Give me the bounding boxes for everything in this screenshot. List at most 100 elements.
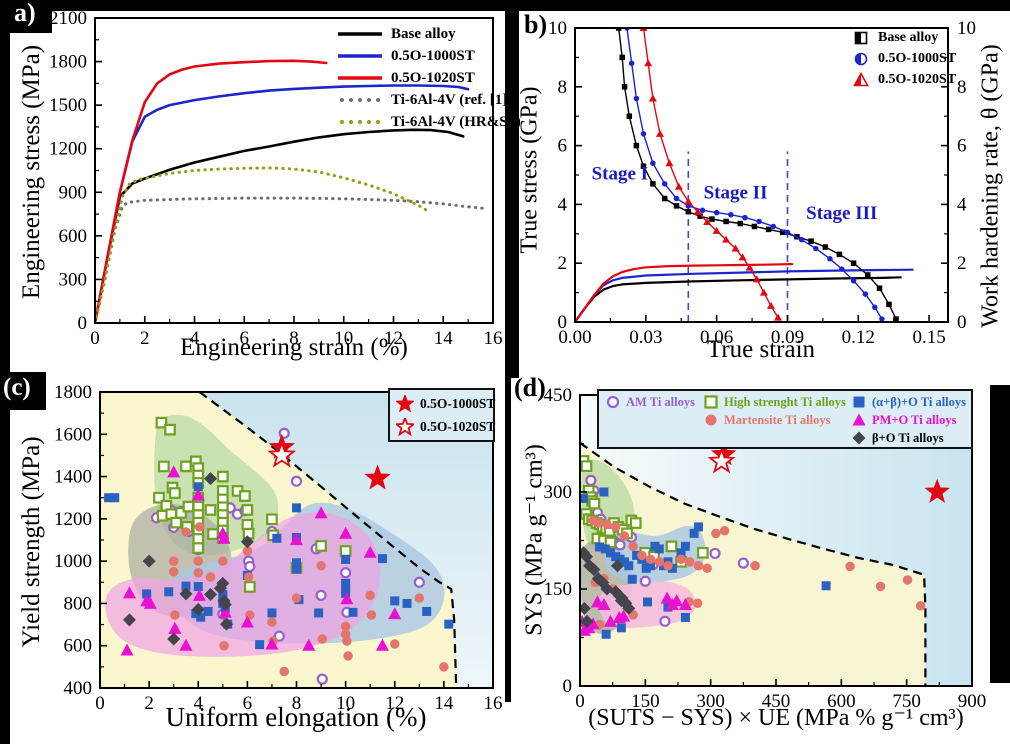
line-solid-icon bbox=[336, 28, 384, 40]
legend-item: 0.5O-1000ST bbox=[336, 45, 521, 67]
svg-text:0: 0 bbox=[558, 312, 568, 333]
panel-c-ylabel: Yield strength (MPa) bbox=[18, 436, 45, 648]
legend-label: β+O Ti alloys bbox=[872, 430, 944, 445]
legend-item: β+O Ti alloys bbox=[850, 429, 966, 447]
svg-text:Stage I: Stage I bbox=[592, 163, 648, 184]
svg-text:6: 6 bbox=[240, 328, 250, 349]
line-solid-icon bbox=[336, 72, 384, 84]
legend-item: High strenght Ti alloys bbox=[702, 393, 846, 411]
legend-item: 0.5O-1020ST bbox=[852, 69, 956, 90]
panel-d-ylabel: SYS (MPa g⁻¹ cm³) bbox=[521, 444, 548, 636]
svg-text:600: 600 bbox=[64, 636, 93, 657]
svg-text:0.06: 0.06 bbox=[700, 327, 733, 348]
svg-text:6: 6 bbox=[558, 136, 568, 157]
panel-c-label: (c) bbox=[3, 374, 31, 401]
svg-text:800: 800 bbox=[64, 593, 93, 614]
legend-label: 0.5O-1000ST bbox=[391, 47, 475, 64]
svg-text:0: 0 bbox=[90, 328, 100, 349]
circle-open-icon bbox=[604, 393, 622, 411]
svg-text:1200: 1200 bbox=[54, 509, 92, 530]
legend-label: Ti-6Al-4V (ref. [1]) bbox=[391, 91, 513, 108]
svg-text:Stage III: Stage III bbox=[806, 203, 877, 224]
svg-text:300: 300 bbox=[59, 269, 88, 290]
svg-text:1800: 1800 bbox=[54, 382, 92, 403]
legend-label: AM Ti alloys bbox=[626, 394, 695, 409]
right-border bbox=[990, 385, 1010, 683]
legend-label: Martensite Ti alloys bbox=[724, 412, 831, 427]
legend-label: Base alloy bbox=[878, 29, 939, 45]
panel-b-ylabel-right: Work hardening rate, θ (GPa) bbox=[977, 44, 1004, 328]
svg-text:150: 150 bbox=[631, 691, 660, 712]
svg-text:10: 10 bbox=[957, 18, 976, 39]
svg-text:14: 14 bbox=[434, 328, 454, 349]
svg-text:8: 8 bbox=[957, 77, 967, 98]
svg-text:0: 0 bbox=[95, 693, 105, 714]
legend-item: Ti-6Al-4V (ref. [1]) bbox=[336, 89, 521, 111]
star-open-icon bbox=[396, 417, 414, 436]
panel-a-ylabel: Engineering stress (MPa) bbox=[18, 44, 45, 300]
square-open-icon bbox=[702, 393, 720, 411]
triangle-icon bbox=[850, 411, 868, 429]
svg-text:4: 4 bbox=[190, 328, 200, 349]
svg-text:600: 600 bbox=[59, 226, 88, 247]
legend-label: Ti-6Al-4V (HR&SS) bbox=[391, 113, 521, 130]
panel-c-corner-patch bbox=[0, 372, 46, 410]
legend-item: Ti-6Al-4V (HR&SS) bbox=[336, 111, 521, 133]
svg-text:12: 12 bbox=[384, 328, 403, 349]
square-icon bbox=[850, 393, 868, 411]
svg-text:6: 6 bbox=[957, 136, 967, 157]
legend-column: (α+β)+O Ti alloys PM+O Ti alloys β+O Ti … bbox=[850, 393, 966, 445]
svg-text:2: 2 bbox=[558, 253, 568, 274]
legend-label: 0.5O-1000ST bbox=[878, 50, 957, 66]
svg-text:8: 8 bbox=[292, 693, 302, 714]
half-circle-icon bbox=[852, 50, 870, 68]
svg-text:14: 14 bbox=[434, 693, 454, 714]
legend-column: High strenght Ti alloys Martensite Ti al… bbox=[702, 393, 846, 445]
svg-text:0: 0 bbox=[575, 691, 585, 712]
svg-text:0.09: 0.09 bbox=[771, 327, 804, 348]
panel-d-legend: AM Ti alloys High strenght Ti alloys Mar… bbox=[597, 389, 973, 449]
svg-text:10: 10 bbox=[334, 328, 353, 349]
panel-c-xlabel: Uniform elongation (%) bbox=[165, 702, 427, 732]
svg-text:4: 4 bbox=[957, 194, 967, 215]
svg-text:750: 750 bbox=[892, 691, 921, 712]
svg-text:12: 12 bbox=[385, 693, 404, 714]
legend-label: High strenght Ti alloys bbox=[724, 394, 846, 409]
svg-text:0: 0 bbox=[957, 312, 967, 333]
svg-text:0.03: 0.03 bbox=[629, 327, 662, 348]
svg-text:900: 900 bbox=[958, 691, 987, 712]
svg-text:1200: 1200 bbox=[49, 139, 87, 160]
legend-label: 0.5O-1000ST bbox=[420, 395, 496, 411]
legend-item: Base alloy bbox=[336, 23, 521, 45]
panel-b-plot: Stage I Stage II Stage III 0.00 0.03 0.06 0.09… bbox=[548, 18, 976, 348]
svg-text:6: 6 bbox=[243, 693, 253, 714]
panel-d-xlabel: (SUTS − SYS) × UE (MPa % g⁻¹ cm³) bbox=[588, 705, 964, 731]
svg-text:450: 450 bbox=[544, 385, 573, 406]
svg-text:2: 2 bbox=[144, 693, 154, 714]
svg-text:1600: 1600 bbox=[54, 424, 92, 445]
panel-a-plot: 0 2 4 6 8 10 12 14 16 0 300 600 900 1200 1500 1800 2100 bbox=[49, 10, 503, 349]
svg-text:1000: 1000 bbox=[54, 551, 92, 572]
panel-a-corner-patch bbox=[0, 0, 52, 33]
panel-b-label: b) bbox=[524, 10, 548, 39]
svg-text:0: 0 bbox=[563, 676, 573, 697]
legend-item: 0.5O-1000ST bbox=[852, 48, 956, 69]
svg-text:0.12: 0.12 bbox=[842, 327, 875, 348]
svg-text:4: 4 bbox=[558, 194, 568, 215]
mid-divider-thin bbox=[505, 372, 511, 702]
svg-text:2100: 2100 bbox=[49, 10, 87, 29]
panel-c-legend: 0.5O-1000ST 0.5O-1020ST bbox=[388, 388, 495, 442]
half-square-icon bbox=[852, 29, 870, 47]
legend-item: Martensite Ti alloys bbox=[702, 411, 844, 429]
legend-item: 0.5O-1000ST bbox=[396, 392, 495, 415]
svg-text:2: 2 bbox=[140, 328, 150, 349]
svg-text:600: 600 bbox=[827, 691, 856, 712]
legend-item: (α+β)+O Ti alloys bbox=[850, 393, 966, 411]
circle-icon bbox=[702, 411, 720, 429]
panel-a-label: a) bbox=[14, 0, 36, 27]
legend-item: AM Ti alloys bbox=[604, 393, 696, 411]
line-solid-icon bbox=[336, 50, 384, 62]
svg-text:10: 10 bbox=[336, 693, 355, 714]
svg-text:0.15: 0.15 bbox=[912, 327, 945, 348]
